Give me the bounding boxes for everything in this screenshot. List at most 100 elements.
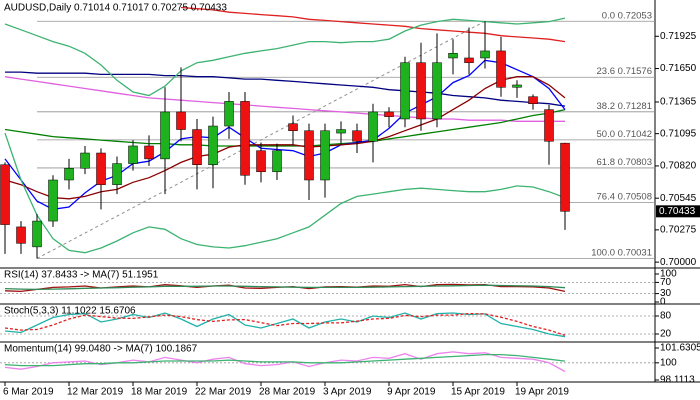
y-tick-label: 80 — [660, 311, 672, 322]
x-tick-label: 15 Apr 2019 — [451, 387, 505, 398]
last-price-label: 0.70433 — [659, 206, 696, 217]
candle-body — [368, 111, 378, 142]
y-tick-label: 0.71650 — [660, 63, 697, 74]
fib-label: 0.0 0.72053 — [602, 10, 652, 21]
fib-label: 50.0 0.71042 — [597, 128, 652, 139]
y-tick-label: 0 — [660, 297, 666, 308]
panel-title: RSI(14) 37.8433 -> MA(7) 51.1951 — [4, 270, 159, 281]
fib-label: 76.4 0.70508 — [597, 191, 652, 202]
candle-body — [64, 168, 74, 181]
candle-body — [384, 111, 394, 117]
candle-body — [320, 130, 330, 181]
fib-label: 38.2 0.71281 — [597, 100, 652, 111]
x-tick-label: 9 Apr 2019 — [387, 387, 436, 398]
y-tick-label: 0.71925 — [660, 31, 697, 42]
indicator-line — [4, 76, 566, 200]
candle-body — [32, 220, 42, 248]
y-tick-label: 20 — [660, 329, 672, 340]
candle-body — [256, 150, 266, 173]
candle-body — [432, 62, 442, 120]
panel-title: Stoch(5,3,3) 11.1022 15.6706 — [4, 306, 136, 317]
x-tick-label: 6 Mar 2019 — [3, 387, 54, 398]
candle-body — [80, 152, 90, 169]
fib-ratio: 0.0 — [602, 10, 615, 21]
last-price-box — [656, 205, 700, 218]
candle-body — [528, 96, 538, 104]
x-tick-label: 19 Apr 2019 — [515, 387, 569, 398]
panel-title: Momentum(14) 99.0480 -> MA(7) 100.1867 — [4, 344, 198, 355]
indicator-line — [4, 108, 566, 147]
fib-price: 0.72053 — [618, 10, 652, 21]
x-tick-label: 18 Mar 2019 — [131, 387, 188, 398]
candle-body — [560, 142, 570, 212]
fib-price: 0.70508 — [618, 191, 652, 202]
panel-title: AUDUSD,Daily 0.71014 0.71017 0.70275 0.7… — [4, 3, 227, 14]
candle-body — [352, 130, 362, 142]
candle-body — [0, 164, 10, 225]
fib-label: 23.6 0.71576 — [597, 66, 652, 77]
fib-price: 0.71281 — [618, 100, 652, 111]
y-tick-label: 0.70275 — [660, 225, 697, 236]
candle-body — [48, 179, 58, 222]
y-tick-label: 100 — [660, 357, 677, 368]
candle-body — [112, 163, 122, 185]
fib-label: 61.8 0.70803 — [597, 156, 652, 167]
indicator-line — [4, 132, 566, 254]
candle-body — [496, 50, 506, 88]
candle-body — [224, 101, 234, 127]
candle-body — [400, 62, 410, 120]
candle-body — [208, 125, 218, 165]
y-tick-label: 100 — [660, 269, 677, 280]
indicator-line — [4, 284, 566, 291]
candle-body — [544, 109, 554, 142]
fib-ratio: 100.0 — [591, 247, 615, 258]
indicator-line — [4, 312, 566, 338]
y-tick-label: 0.70000 — [660, 257, 697, 268]
candle-body — [192, 129, 202, 165]
fib-label: 100.0 0.70031 — [591, 247, 652, 258]
x-tick-label: 28 Mar 2019 — [259, 387, 316, 398]
x-tick-label: 3 Apr 2019 — [323, 387, 372, 398]
indicator-line — [4, 76, 565, 122]
x-tick-label: 12 Mar 2019 — [67, 387, 124, 398]
candle-body — [448, 53, 458, 59]
fib-ratio: 76.4 — [597, 191, 616, 202]
indicator-line — [180, 6, 566, 43]
fib-ratio: 38.2 — [597, 100, 616, 111]
indicator-line — [5, 71, 566, 107]
indicator-line — [4, 17, 566, 97]
candle-body — [176, 111, 186, 130]
y-tick-label: 70 — [660, 277, 672, 288]
indicator-line — [4, 353, 566, 367]
candle-body — [240, 101, 250, 176]
candle-body — [272, 150, 282, 173]
candle-body — [464, 57, 474, 63]
indicator-line — [4, 312, 566, 336]
fib-price: 0.71576 — [618, 66, 652, 77]
candle-body — [480, 50, 490, 59]
candle-body — [416, 62, 426, 120]
y-tick-label: 98.1113 — [660, 375, 695, 386]
y-tick-label: 0.70545 — [660, 193, 697, 204]
candle-body — [512, 84, 522, 88]
fib-ratio: 61.8 — [597, 156, 616, 167]
candle-body — [288, 123, 298, 131]
candle-body — [144, 145, 154, 160]
y-tick-label: 0.70820 — [660, 161, 697, 172]
y-tick-label: 0.71365 — [660, 97, 697, 108]
fib-price: 0.71042 — [618, 128, 652, 139]
y-tick-label: 101.6305 — [660, 343, 700, 354]
candle-body — [160, 111, 170, 160]
candle-body — [304, 130, 314, 181]
candle-body — [128, 145, 138, 164]
candle-body — [96, 152, 106, 185]
y-tick-label: 0.71095 — [660, 128, 697, 139]
y-tick-label: 30 — [660, 288, 672, 299]
candle-body — [16, 226, 26, 244]
x-tick-label: 22 Mar 2019 — [195, 387, 252, 398]
candle-body — [336, 129, 346, 134]
fib-ratio: 50.0 — [597, 128, 616, 139]
fib-ratio: 23.6 — [597, 66, 616, 77]
